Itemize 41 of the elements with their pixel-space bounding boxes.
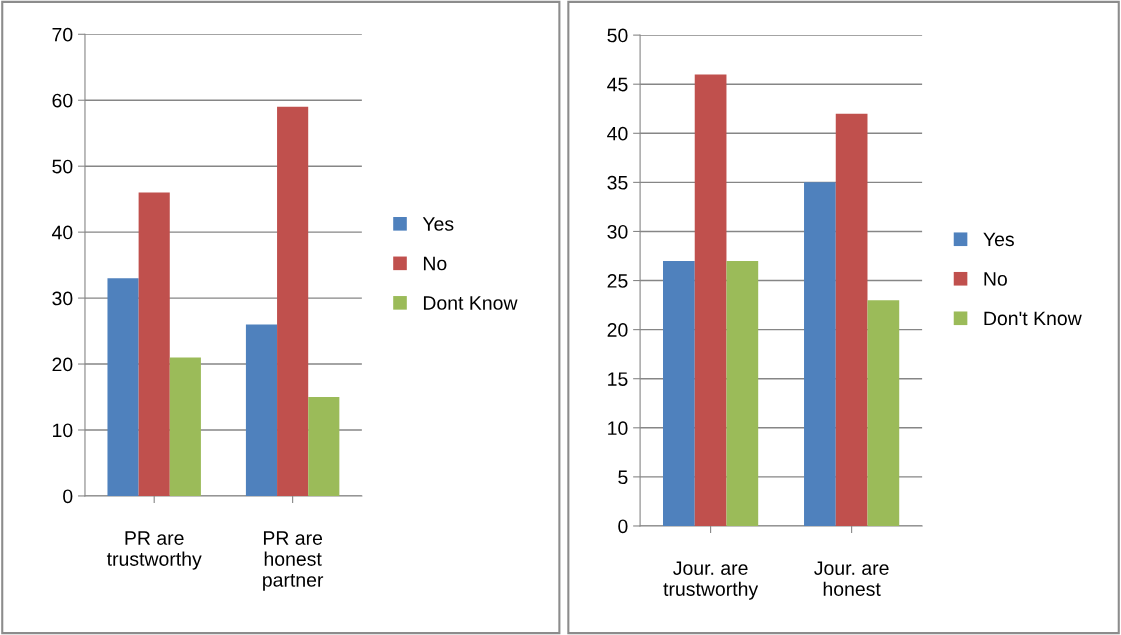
x-tick-label: PR are trustworthy xyxy=(106,531,202,570)
y-tick-label: 10 xyxy=(53,423,73,438)
y-tick-label: 0 xyxy=(63,489,73,504)
y-tick-label: 70 xyxy=(52,27,73,42)
y-tick-label: 25 xyxy=(607,274,628,288)
y-tick-label: 30 xyxy=(607,224,628,239)
y-tick-label: 20 xyxy=(607,323,628,337)
legend-label: No xyxy=(984,272,1007,286)
x-tick-label: PR are honest partner xyxy=(263,531,324,591)
bar xyxy=(277,106,309,496)
y-tick-label: 50 xyxy=(52,159,73,174)
legend-label: Dont Know xyxy=(423,296,518,310)
x-tick-label: Jour. are trustworthy xyxy=(663,561,759,600)
y-tick-label: 20 xyxy=(52,357,73,372)
legend-label: Yes xyxy=(983,232,1014,247)
bar xyxy=(169,357,201,496)
bar xyxy=(867,300,900,526)
bar xyxy=(726,260,759,526)
bar xyxy=(107,278,139,496)
legend-label: Yes xyxy=(422,217,454,231)
y-tick-label: 10 xyxy=(608,421,628,436)
y-tick-label: 40 xyxy=(51,225,73,240)
bar xyxy=(694,74,727,526)
x-tick-label: Jour. are honest xyxy=(814,561,889,596)
bar xyxy=(308,397,340,496)
y-tick-label: 60 xyxy=(52,93,73,108)
bar xyxy=(663,260,695,526)
y-tick-label: 40 xyxy=(607,126,628,141)
bar xyxy=(245,324,278,496)
legend-label: No xyxy=(423,256,447,271)
y-tick-label: 0 xyxy=(618,519,628,534)
legend-label: Don't Know xyxy=(984,311,1082,326)
y-tick-label: 45 xyxy=(607,77,628,92)
bar xyxy=(138,192,170,496)
y-tick-label: 5 xyxy=(618,470,628,485)
bar xyxy=(835,113,868,526)
y-tick-label: 50 xyxy=(607,28,628,43)
y-tick-label: 15 xyxy=(608,372,628,386)
y-tick-label: 30 xyxy=(52,291,73,306)
y-tick-label: 35 xyxy=(607,175,628,190)
bar xyxy=(804,182,836,526)
